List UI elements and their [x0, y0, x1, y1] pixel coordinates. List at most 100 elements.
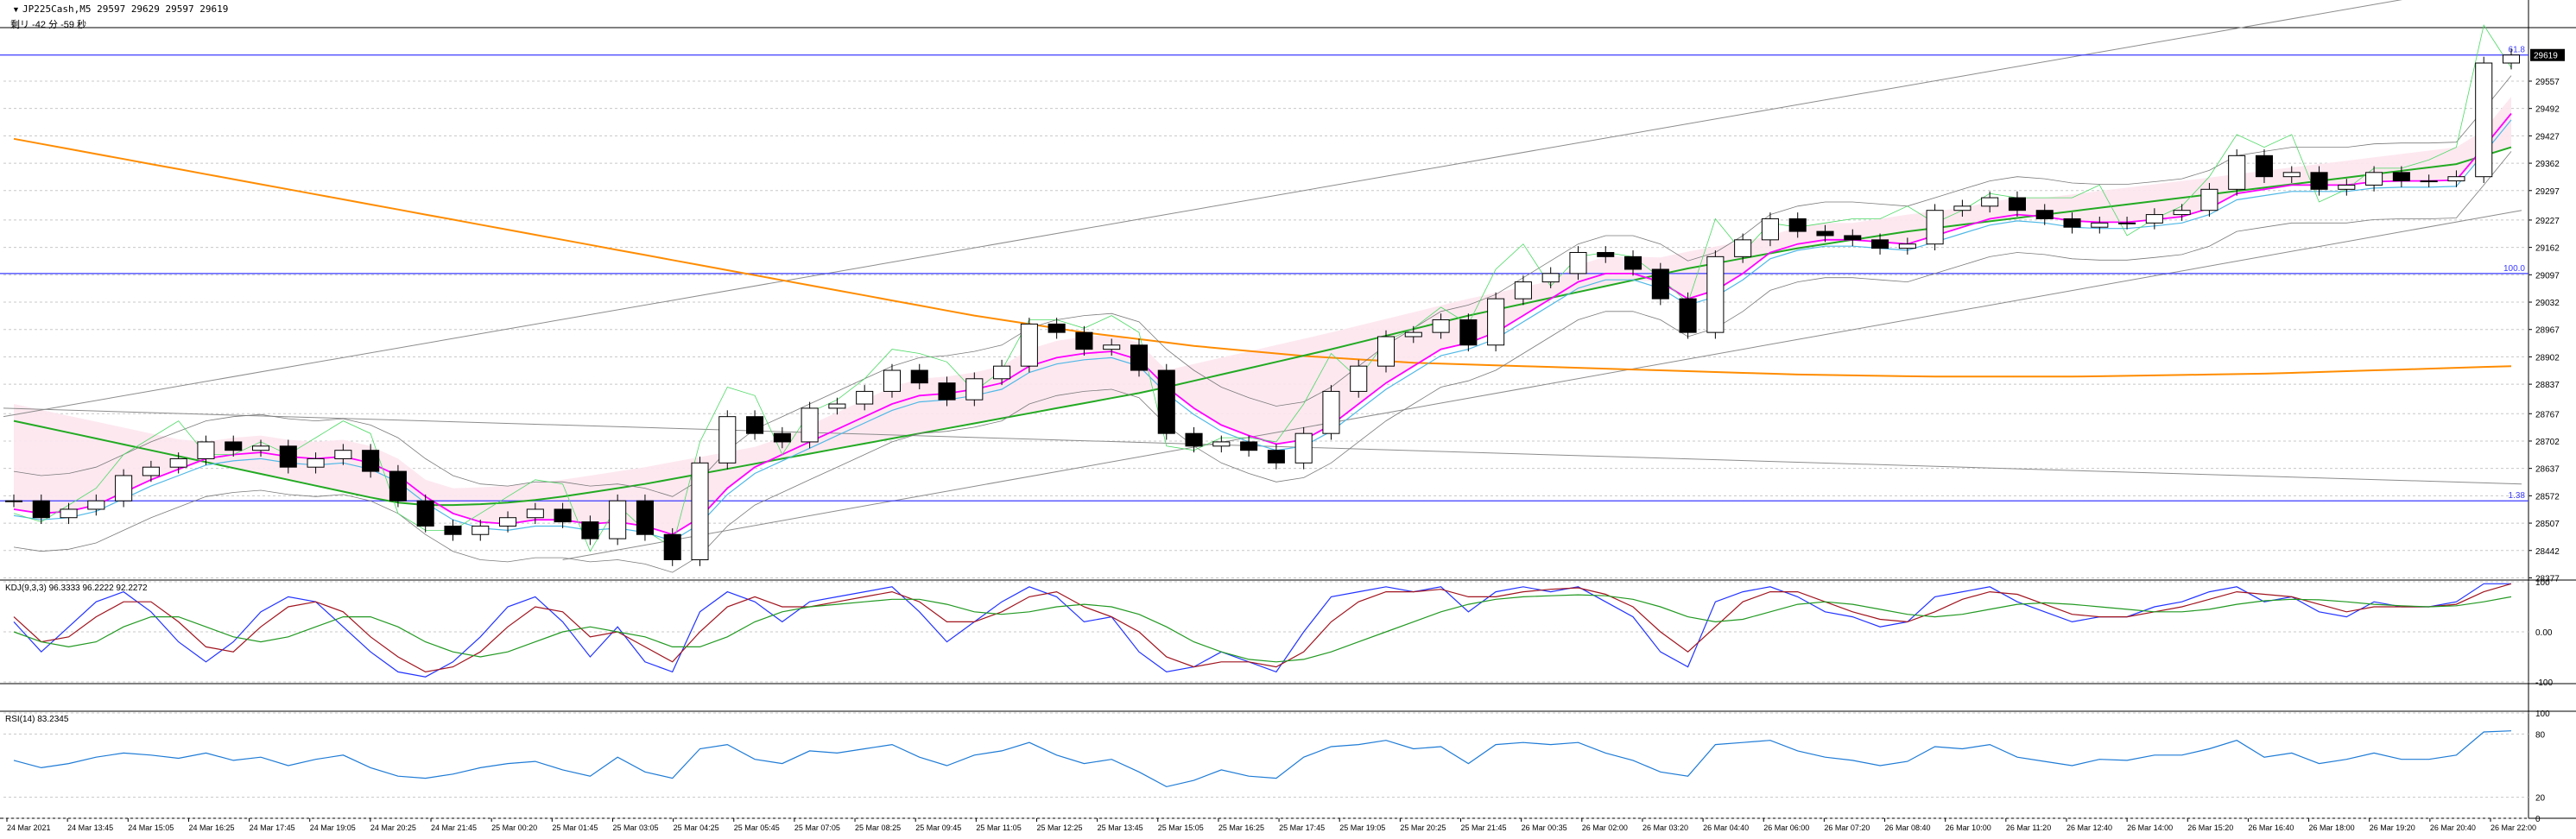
ichimoku-span-line — [13, 24, 2512, 552]
candle-body — [609, 500, 627, 539]
rsi-rsi-line — [13, 730, 2512, 788]
time-tick-label: 25 Mar 11:05 — [976, 823, 1021, 832]
channel-upper-line — [3, 0, 2402, 418]
candle-body — [965, 378, 984, 401]
candle-body — [1047, 323, 1066, 333]
candle-body — [4, 500, 23, 502]
candle-body — [1569, 251, 1587, 274]
candle-body — [1734, 239, 1752, 257]
candle-body — [773, 432, 791, 443]
candle-body — [1706, 255, 1725, 333]
time-tick-label: 25 Mar 08:25 — [855, 823, 901, 832]
price-tick-label: 28377 — [2535, 574, 2560, 584]
price-tick-label: 28967 — [2535, 326, 2560, 336]
candle-body — [1240, 441, 1258, 451]
candle-body — [1898, 243, 1916, 249]
candle-body — [32, 500, 50, 519]
candle-body — [2145, 214, 2163, 224]
candle-body — [334, 450, 352, 459]
time-tick-label: 26 Mar 16:40 — [2248, 823, 2294, 832]
candle-body — [1623, 255, 1642, 270]
candle-body — [499, 517, 517, 527]
candle-body — [993, 365, 1011, 380]
bollinger-lower-line — [13, 151, 2512, 573]
time-tick-label: 26 Mar 00:35 — [1522, 823, 1567, 832]
time-tick-label: 26 Mar 18:00 — [2309, 823, 2355, 832]
candle-body — [1294, 432, 1313, 464]
candle-body — [416, 500, 434, 527]
candle-body — [389, 470, 407, 502]
candle-body — [1541, 273, 1560, 283]
time-tick-label: 26 Mar 08:40 — [1885, 823, 1931, 832]
candle-body — [2365, 172, 2383, 186]
time-tick-label: 26 Mar 11:20 — [2006, 823, 2051, 832]
candle-body — [1679, 298, 1697, 333]
candle-body — [856, 390, 874, 405]
candle-body — [1404, 331, 1422, 337]
candle-body — [2282, 172, 2301, 178]
price-tick-label: 29427 — [2535, 132, 2560, 142]
pane-menu-icon[interactable]: ▼ — [12, 5, 20, 14]
time-tick-label: 24 Mar 2021 — [7, 823, 51, 832]
time-tick-label: 26 Mar 19:20 — [2370, 823, 2415, 832]
candle-body — [910, 369, 928, 384]
current-price-label: 29619 — [2534, 52, 2558, 61]
candle-body — [2502, 54, 2521, 64]
candle-body — [718, 416, 737, 464]
time-tick-label: 26 Mar 15:20 — [2187, 823, 2233, 832]
time-tick-label: 25 Mar 21:45 — [1461, 823, 1507, 832]
candle-body — [197, 441, 215, 459]
candle-body — [2200, 188, 2218, 211]
candle-body — [2447, 176, 2465, 182]
price-tick-label: 28702 — [2535, 438, 2560, 447]
time-tick-label: 25 Mar 17:45 — [1279, 823, 1325, 832]
time-tick-label: 24 Mar 20:25 — [370, 823, 416, 832]
time-tick-label: 26 Mar 06:00 — [1763, 823, 1809, 832]
candle-body — [142, 466, 160, 476]
candle-body — [1130, 344, 1149, 371]
kdj-tick-label: 0.00 — [2535, 628, 2553, 638]
candle-body — [663, 533, 681, 560]
time-tick-label: 26 Mar 03:20 — [1642, 823, 1688, 832]
time-tick-label: 26 Mar 07:20 — [1824, 823, 1870, 832]
candle-body — [1157, 369, 1175, 434]
time-tick-label: 25 Mar 13:45 — [1098, 823, 1143, 832]
candle-body — [1981, 197, 1999, 207]
candle-body — [279, 445, 297, 468]
candle-body — [801, 407, 819, 443]
candle-body — [1514, 281, 1532, 300]
candle-body — [1212, 441, 1231, 447]
current-price-box — [2530, 48, 2565, 61]
rsi-tick-label: 80 — [2535, 730, 2546, 740]
price-tick-label: 29227 — [2535, 217, 2560, 226]
candle-body — [472, 525, 490, 535]
symbol-info: ▼ JP225Cash,M5 29597 29629 29597 29619 — [12, 3, 228, 15]
channel-lower-line — [562, 210, 2522, 560]
candle-body — [2228, 155, 2246, 190]
candle-body — [1185, 432, 1203, 447]
time-tick-label: 26 Mar 22:00 — [2491, 823, 2536, 832]
candle-body — [2173, 210, 2191, 216]
price-tick-label: 29362 — [2535, 160, 2560, 169]
rsi-tick-label: 0 — [2535, 815, 2541, 824]
price-tick-label: 28902 — [2535, 353, 2560, 363]
candle-body — [636, 500, 654, 535]
price-tick-label: 28767 — [2535, 410, 2560, 420]
candle-body — [581, 521, 599, 539]
candle-body — [115, 475, 133, 502]
price-tick-label: 29032 — [2535, 299, 2560, 308]
price-tick-label: 28572 — [2535, 492, 2560, 502]
price-tick-label: 29557 — [2535, 78, 2560, 87]
bar-countdown: 剩リ -42 分 -59 秒 — [10, 20, 87, 30]
time-tick-label: 25 Mar 01:45 — [552, 823, 598, 832]
time-tick-label: 25 Mar 07:05 — [794, 823, 840, 832]
candle-body — [362, 450, 380, 472]
candle-body — [1816, 230, 1834, 237]
candle-body — [444, 525, 462, 535]
candle-body — [1871, 239, 1889, 249]
price-tick-label: 29162 — [2535, 244, 2560, 254]
symbol-ohlc-text: JP225Cash,M5 29597 29629 29597 29619 — [22, 3, 229, 15]
candle-body — [87, 500, 105, 510]
